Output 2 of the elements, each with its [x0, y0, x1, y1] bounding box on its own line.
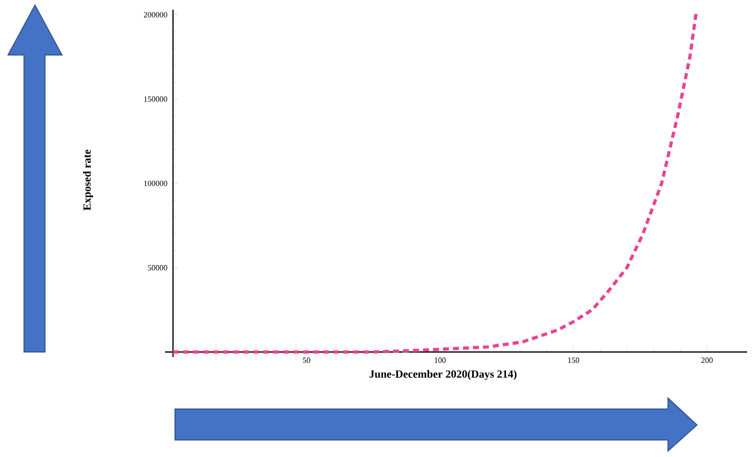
y-axis-title: Exposed rate: [83, 150, 93, 210]
x-axis-title: June-December 2020(Days 214): [370, 370, 516, 380]
